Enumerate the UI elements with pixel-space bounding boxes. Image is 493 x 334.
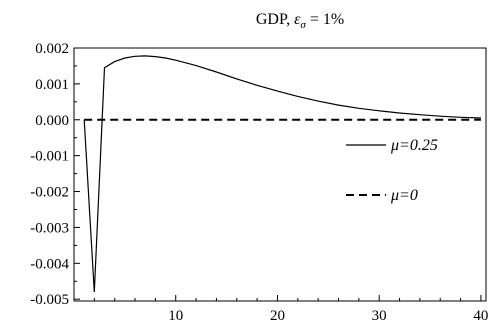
x-tick-label: 20 xyxy=(270,308,285,324)
y-tick-label: 0.001 xyxy=(35,77,69,93)
y-tick-label: -0.005 xyxy=(30,292,69,308)
chart-title: GDP, εσ = 1% xyxy=(256,11,344,31)
series-layer xyxy=(83,55,481,293)
x-tick-label: 40 xyxy=(473,308,488,324)
plot-frame xyxy=(73,47,487,302)
y-axis: 0.002 0.001 0.000 -0.001 -0.002 -0.003 -0.004 -… xyxy=(30,41,80,308)
y-tick-label: 0.002 xyxy=(35,41,69,57)
y-tick-label: -0.002 xyxy=(30,185,69,201)
x-axis: 10 20 30 40 xyxy=(93,295,488,324)
x-tick-label: 10 xyxy=(168,308,183,324)
y-tick-label: -0.004 xyxy=(30,256,69,272)
legend-label: μ=0.25 xyxy=(390,137,438,154)
y-tick-label: 0.000 xyxy=(35,113,69,129)
legend-label: μ=0 xyxy=(390,187,418,204)
x-tick-label: 30 xyxy=(372,308,387,324)
y-tick-label: -0.001 xyxy=(30,149,69,165)
legend: μ=0.25 μ=0 xyxy=(346,137,438,204)
series-line-mu-025 xyxy=(83,55,481,293)
y-tick-label: -0.003 xyxy=(30,220,69,236)
